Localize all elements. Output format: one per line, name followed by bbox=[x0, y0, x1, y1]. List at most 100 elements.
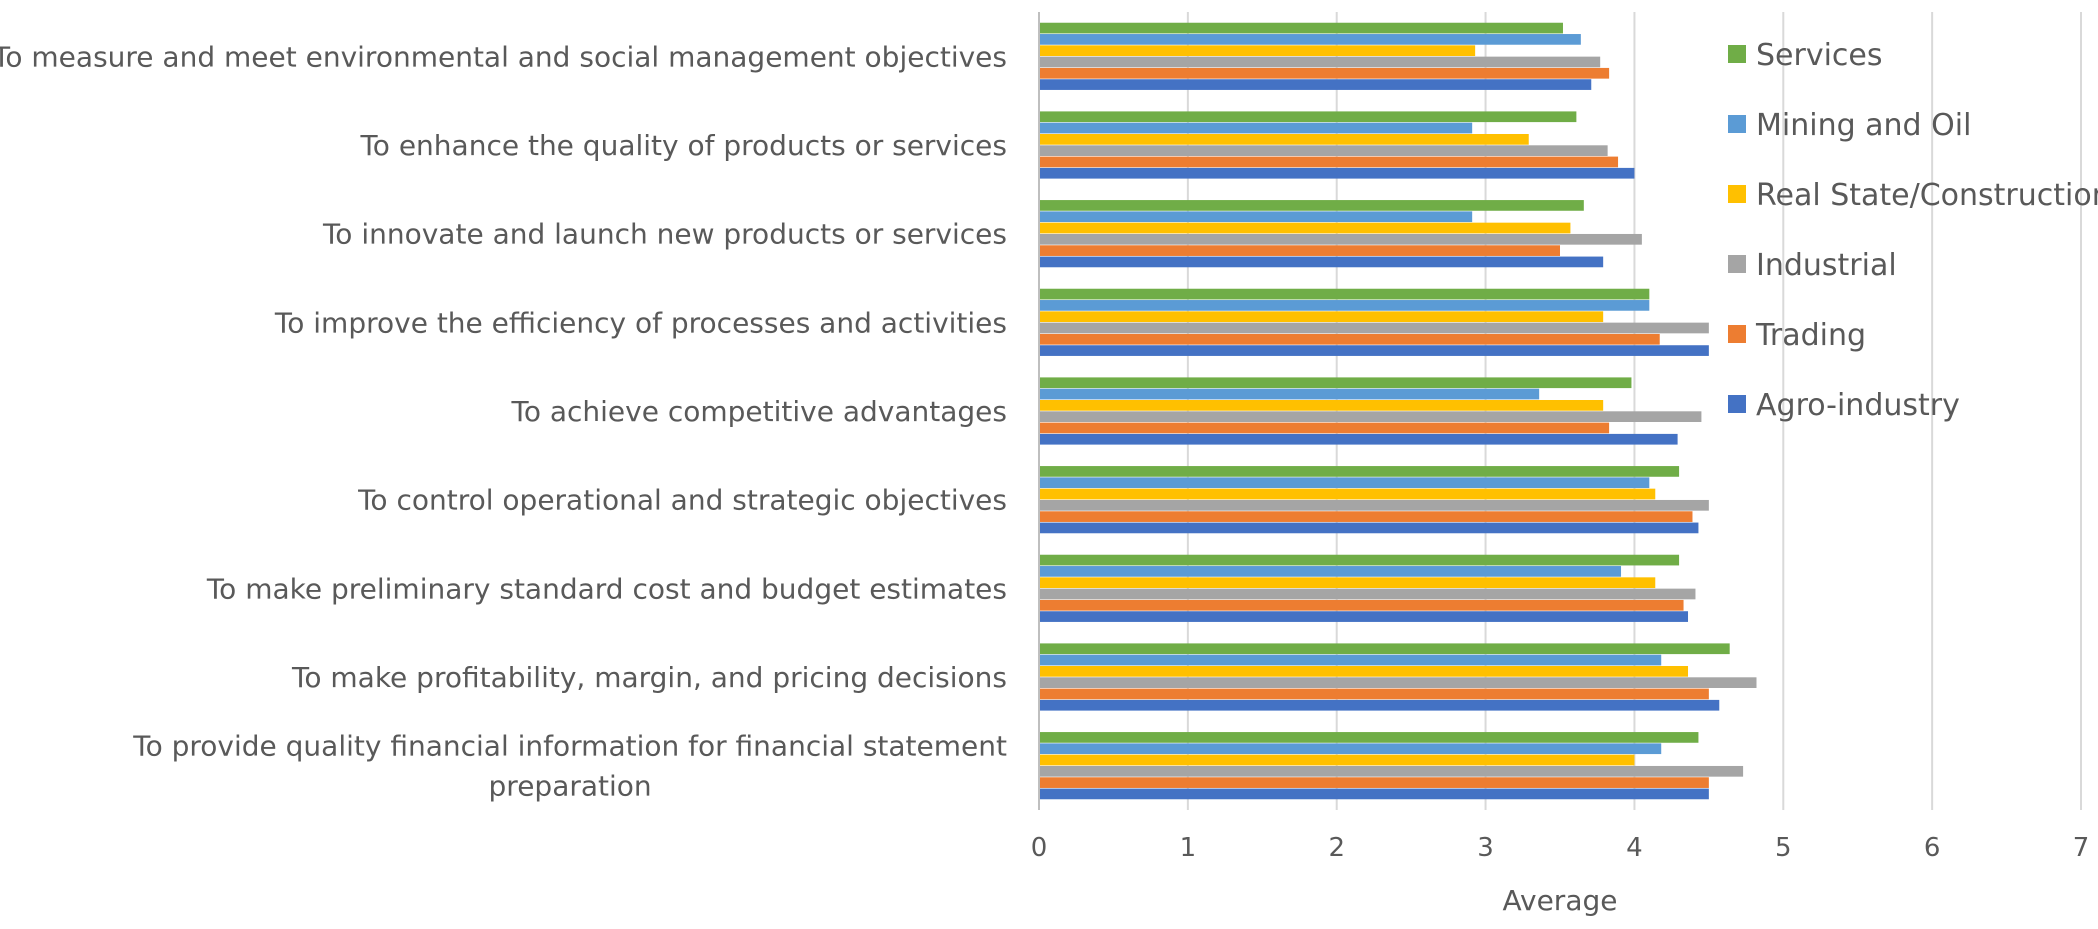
legend-label: Real State/Construction bbox=[1756, 178, 2098, 213]
bar bbox=[1039, 732, 1699, 743]
bar bbox=[1039, 400, 1604, 411]
bar bbox=[1039, 288, 1650, 300]
legend-swatch bbox=[1728, 395, 1746, 413]
bar bbox=[1039, 554, 1680, 566]
category-label-line: To make profitability, margin, and prici… bbox=[291, 661, 1007, 694]
bar bbox=[1039, 488, 1656, 500]
bar bbox=[1039, 777, 1709, 788]
bar bbox=[1039, 200, 1584, 211]
bar bbox=[1039, 654, 1662, 666]
bar bbox=[1039, 156, 1619, 168]
bar bbox=[1039, 322, 1709, 334]
bar bbox=[1039, 67, 1610, 79]
bar bbox=[1039, 788, 1709, 800]
bar bbox=[1039, 577, 1656, 589]
x-tick-label: 5 bbox=[1775, 833, 1792, 863]
bar bbox=[1039, 122, 1473, 134]
legend-swatch bbox=[1728, 255, 1746, 273]
x-tick-label: 4 bbox=[1626, 833, 1643, 863]
bar bbox=[1039, 522, 1699, 534]
legend-swatch bbox=[1728, 325, 1746, 343]
bar bbox=[1039, 588, 1696, 600]
bar bbox=[1039, 477, 1650, 489]
bar bbox=[1039, 56, 1601, 68]
bar bbox=[1039, 466, 1680, 477]
legend: Services Mining and Oil Real State/Constru… bbox=[1728, 38, 2098, 423]
bar bbox=[1039, 388, 1540, 400]
bars bbox=[1039, 22, 1757, 800]
category-label: To innovate and launch new products or s… bbox=[322, 218, 1007, 251]
legend-swatch bbox=[1728, 115, 1746, 133]
bar bbox=[1039, 433, 1678, 445]
legend-label: Agro-industry bbox=[1756, 388, 1960, 423]
bar bbox=[1039, 256, 1604, 268]
bar bbox=[1039, 566, 1622, 577]
bar bbox=[1039, 333, 1660, 345]
bar bbox=[1039, 233, 1642, 245]
x-tick-label: 1 bbox=[1180, 833, 1197, 863]
category-label-line: To achieve competitive advantages bbox=[510, 395, 1007, 428]
bar bbox=[1039, 743, 1662, 755]
category-label: To provide quality financial information… bbox=[132, 730, 1007, 803]
bar bbox=[1039, 134, 1529, 145]
category-label-line: To innovate and launch new products or s… bbox=[322, 218, 1007, 251]
x-tick-label: 7 bbox=[2073, 833, 2090, 863]
x-tick-label: 2 bbox=[1328, 833, 1345, 863]
bar bbox=[1039, 422, 1610, 434]
bar bbox=[1039, 345, 1709, 356]
bar bbox=[1039, 167, 1635, 179]
bar bbox=[1039, 499, 1709, 511]
bar bbox=[1039, 666, 1689, 677]
x-tick-label: 3 bbox=[1477, 833, 1494, 863]
bar bbox=[1039, 765, 1744, 777]
bar bbox=[1039, 245, 1560, 256]
bar bbox=[1039, 222, 1571, 234]
legend-swatch bbox=[1728, 185, 1746, 203]
bar bbox=[1039, 688, 1709, 700]
bar bbox=[1039, 79, 1592, 90]
bar bbox=[1039, 411, 1702, 422]
x-tick-label: 6 bbox=[1924, 833, 1941, 863]
bar bbox=[1039, 311, 1604, 323]
bar bbox=[1039, 643, 1730, 655]
bar bbox=[1039, 677, 1757, 688]
category-label: To enhance the quality of products or se… bbox=[359, 129, 1007, 162]
category-label-line: To provide quality financial information… bbox=[132, 730, 1007, 763]
category-label-line: To make preliminary standard cost and bu… bbox=[206, 572, 1007, 605]
x-tick-label: 0 bbox=[1031, 833, 1048, 863]
category-label: To measure and meet environmental and so… bbox=[0, 40, 1007, 73]
legend-swatch bbox=[1728, 45, 1746, 63]
bar bbox=[1039, 111, 1577, 123]
category-label: To make preliminary standard cost and bu… bbox=[206, 572, 1007, 605]
category-label-line: To measure and meet environmental and so… bbox=[0, 40, 1007, 73]
category-label-line: preparation bbox=[489, 770, 652, 803]
legend-label: Mining and Oil bbox=[1756, 108, 1971, 143]
category-label: To achieve competitive advantages bbox=[510, 395, 1007, 428]
bar bbox=[1039, 377, 1632, 389]
category-label-line: To enhance the quality of products or se… bbox=[359, 129, 1007, 162]
bar bbox=[1039, 22, 1563, 34]
category-label-line: To control operational and strategic obj… bbox=[357, 484, 1007, 517]
legend-label: Trading bbox=[1755, 318, 1866, 353]
legend-label: Services bbox=[1756, 38, 1883, 73]
bar bbox=[1039, 511, 1693, 522]
bar bbox=[1039, 34, 1581, 45]
x-tick-labels: 0 1 2 3 4 5 6 7 bbox=[1031, 833, 2090, 863]
legend-label: Industrial bbox=[1756, 248, 1897, 283]
bar bbox=[1039, 599, 1684, 611]
bar bbox=[1039, 699, 1720, 711]
category-label: To control operational and strategic obj… bbox=[357, 484, 1007, 517]
bar bbox=[1039, 754, 1635, 766]
category-label-line: To improve the efficiency of processes a… bbox=[274, 306, 1007, 339]
bar bbox=[1039, 45, 1476, 57]
x-axis-title: Average bbox=[1503, 884, 1618, 917]
bar bbox=[1039, 145, 1608, 156]
category-label: To make profitability, margin, and prici… bbox=[291, 661, 1007, 694]
bar bbox=[1039, 300, 1650, 311]
bar bbox=[1039, 611, 1689, 622]
gridlines bbox=[1186, 12, 2082, 810]
bar bbox=[1039, 211, 1473, 223]
category-labels: To measure and meet environmental and so… bbox=[0, 40, 1007, 802]
category-label: To improve the efficiency of processes a… bbox=[274, 306, 1007, 339]
